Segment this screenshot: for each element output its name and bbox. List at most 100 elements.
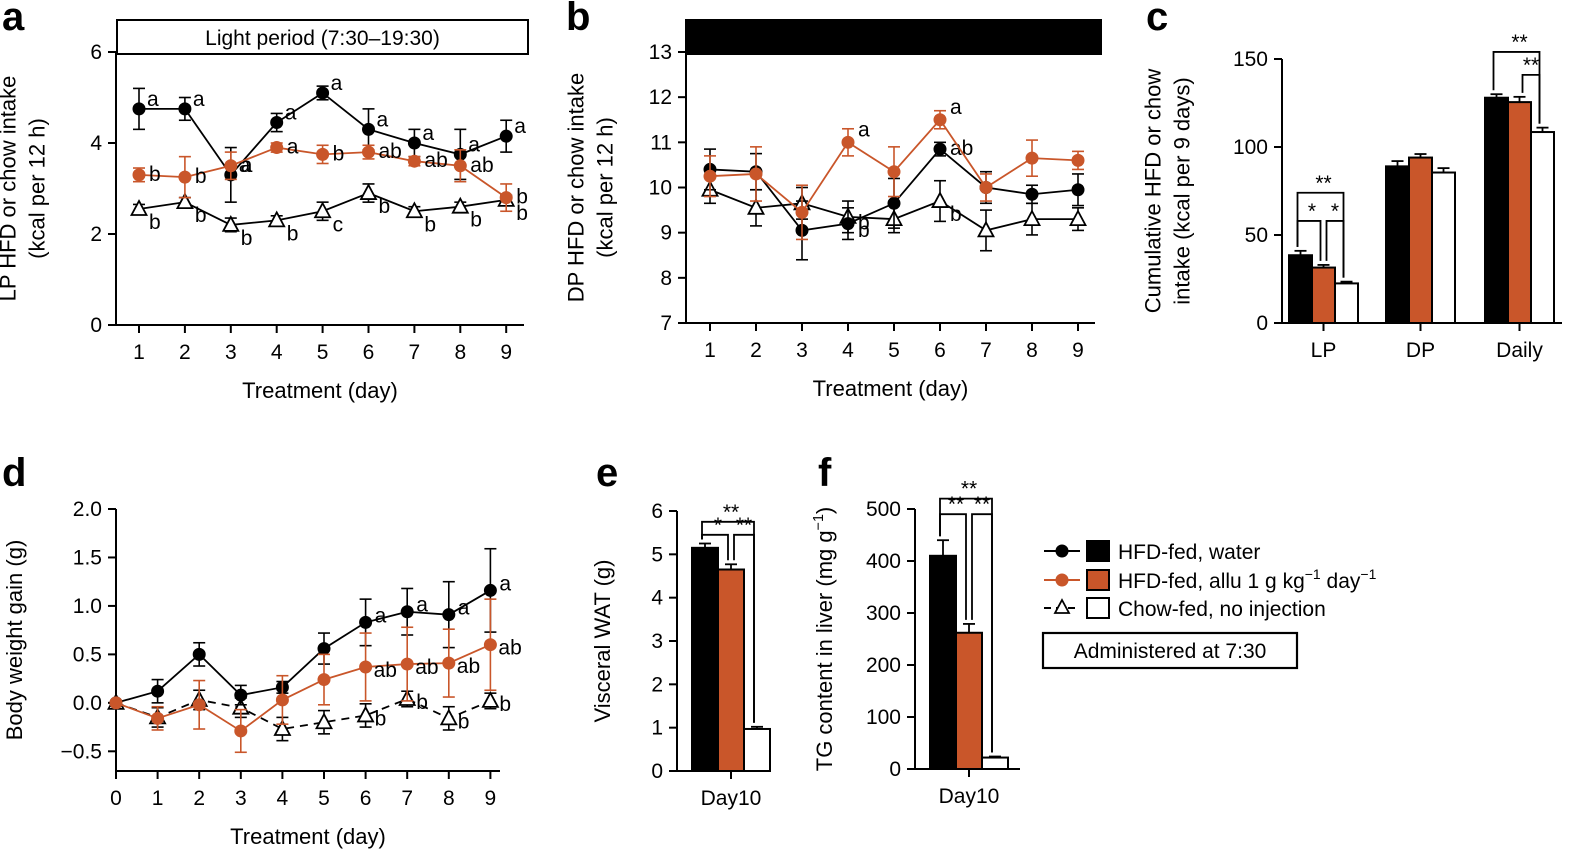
panel-letter-f: f (818, 451, 832, 495)
significance-letter: a (147, 88, 159, 111)
data-point (317, 642, 331, 656)
data-point-triangle (481, 691, 500, 708)
data-point (407, 136, 421, 150)
significance-letter: b (858, 212, 870, 235)
bracket-line (1325, 220, 1345, 278)
significance-letter: a (375, 604, 387, 627)
data-point (483, 583, 497, 597)
x-tick-label: Day10 (701, 787, 762, 810)
legend-label-sup1: −1 (1305, 566, 1321, 582)
y-axis-label: TG content in liver (mg g−1) (811, 507, 837, 772)
data-point (234, 688, 248, 702)
significance-stars: ** (1315, 172, 1331, 195)
significance-stars: * (714, 514, 722, 537)
significance-stars: ** (948, 493, 964, 516)
y-axis-label-main: TG content in liver (mg g (812, 530, 837, 771)
open-triangle-icon (1053, 598, 1071, 614)
x-tick-label: 7 (401, 787, 413, 810)
legend-item-hfd-water: HFD-fed, water (1044, 540, 1260, 564)
x-tick-label: 0 (110, 787, 122, 810)
y-tick-label: 2 (90, 223, 102, 246)
significance-bracket: * (1325, 200, 1345, 278)
significance-letter: b (950, 203, 962, 226)
y-tick-label: 100 (1233, 136, 1268, 159)
data-point (316, 86, 330, 100)
data-point-triangle (451, 196, 470, 214)
significance-letter: b (333, 142, 345, 165)
significance-letter: a (499, 572, 511, 595)
data-point (362, 145, 375, 159)
x-axis-label: Treatment (day) (230, 824, 386, 849)
data-point (1071, 153, 1085, 167)
y-axis-label: DP HFD or chow intake (564, 73, 589, 302)
filled-circle-icon (1055, 573, 1069, 587)
y-tick-label: 11 (650, 131, 672, 154)
x-tick-label: 4 (271, 341, 283, 364)
x-tick-label: 1 (152, 787, 164, 810)
filled-circle-icon (1055, 544, 1069, 558)
data-point-triangle (1068, 209, 1088, 227)
data-point-triangle (356, 705, 375, 723)
significance-letter: ab (470, 154, 493, 177)
y-axis-label-sup: −1 (811, 514, 827, 530)
significance-letter: b (375, 707, 387, 730)
series-1: aa (703, 96, 1085, 241)
y-axis-label: (kcal per 12 h) (24, 118, 49, 259)
data-point (703, 169, 717, 183)
data-point (234, 724, 248, 738)
bracket-line (733, 533, 755, 723)
significance-letter: a (377, 108, 389, 131)
data-point-triangle (1022, 209, 1042, 227)
bracket-line (1296, 220, 1322, 261)
data-point (132, 102, 146, 116)
legend: HFD-fed, water HFD-fed, allu 1 g kg−1 da… (1041, 540, 1377, 670)
y-tick-label: 9 (660, 222, 672, 245)
period-title-box (116, 19, 529, 55)
data-point (151, 711, 165, 725)
panel-letter-b: b (566, 0, 590, 39)
data-point (887, 165, 901, 179)
x-tick-label: Day10 (939, 785, 1000, 808)
bar (717, 568, 745, 772)
x-tick-label: 6 (934, 339, 946, 362)
data-point (270, 141, 284, 155)
panel-letter-a: a (2, 0, 25, 39)
x-tick-label: 7 (980, 339, 992, 362)
significance-letter: c (333, 213, 344, 236)
legend-swatch-black (1086, 540, 1110, 562)
bar (1484, 96, 1509, 324)
bar (1385, 165, 1410, 324)
legend-label-hfd-allu: HFD-fed, allu 1 g kg−1 day−1 (1118, 566, 1377, 593)
x-tick-label: 4 (842, 339, 854, 362)
significance-letter: b (287, 222, 299, 245)
bar (981, 756, 1009, 770)
data-point (192, 647, 206, 661)
significance-stars: ** (1523, 54, 1539, 77)
significance-letter: a (514, 115, 526, 138)
y-tick-label: 1.0 (73, 595, 102, 618)
significance-letter: a (422, 122, 434, 145)
y-axis-label: Visceral WAT (g) (590, 560, 615, 723)
significance-letter: ab (415, 656, 438, 679)
bar (1288, 254, 1313, 325)
y-tick-label: 6 (90, 41, 102, 64)
x-tick-label: 3 (225, 341, 237, 364)
panel-letter-c: c (1146, 0, 1168, 39)
x-tick-label: 7 (409, 341, 421, 364)
significance-letter: b (379, 195, 391, 218)
significance-letter: a (285, 102, 297, 125)
data-point (359, 615, 373, 629)
significance-bracket: ** (733, 514, 755, 723)
data-point-triangle (129, 199, 149, 216)
legend-label-mid: day (1321, 570, 1361, 593)
data-point (841, 217, 855, 231)
significance-letter: ab (379, 140, 402, 163)
x-tick-label: 3 (235, 787, 247, 810)
data-point (841, 135, 855, 149)
panel-letter-e: e (596, 451, 618, 495)
significance-letter: b (241, 227, 253, 250)
x-tick-label: 6 (363, 341, 375, 364)
period-title: Light period (7:30–19:30) (205, 27, 440, 50)
y-tick-label: 2 (651, 673, 663, 696)
